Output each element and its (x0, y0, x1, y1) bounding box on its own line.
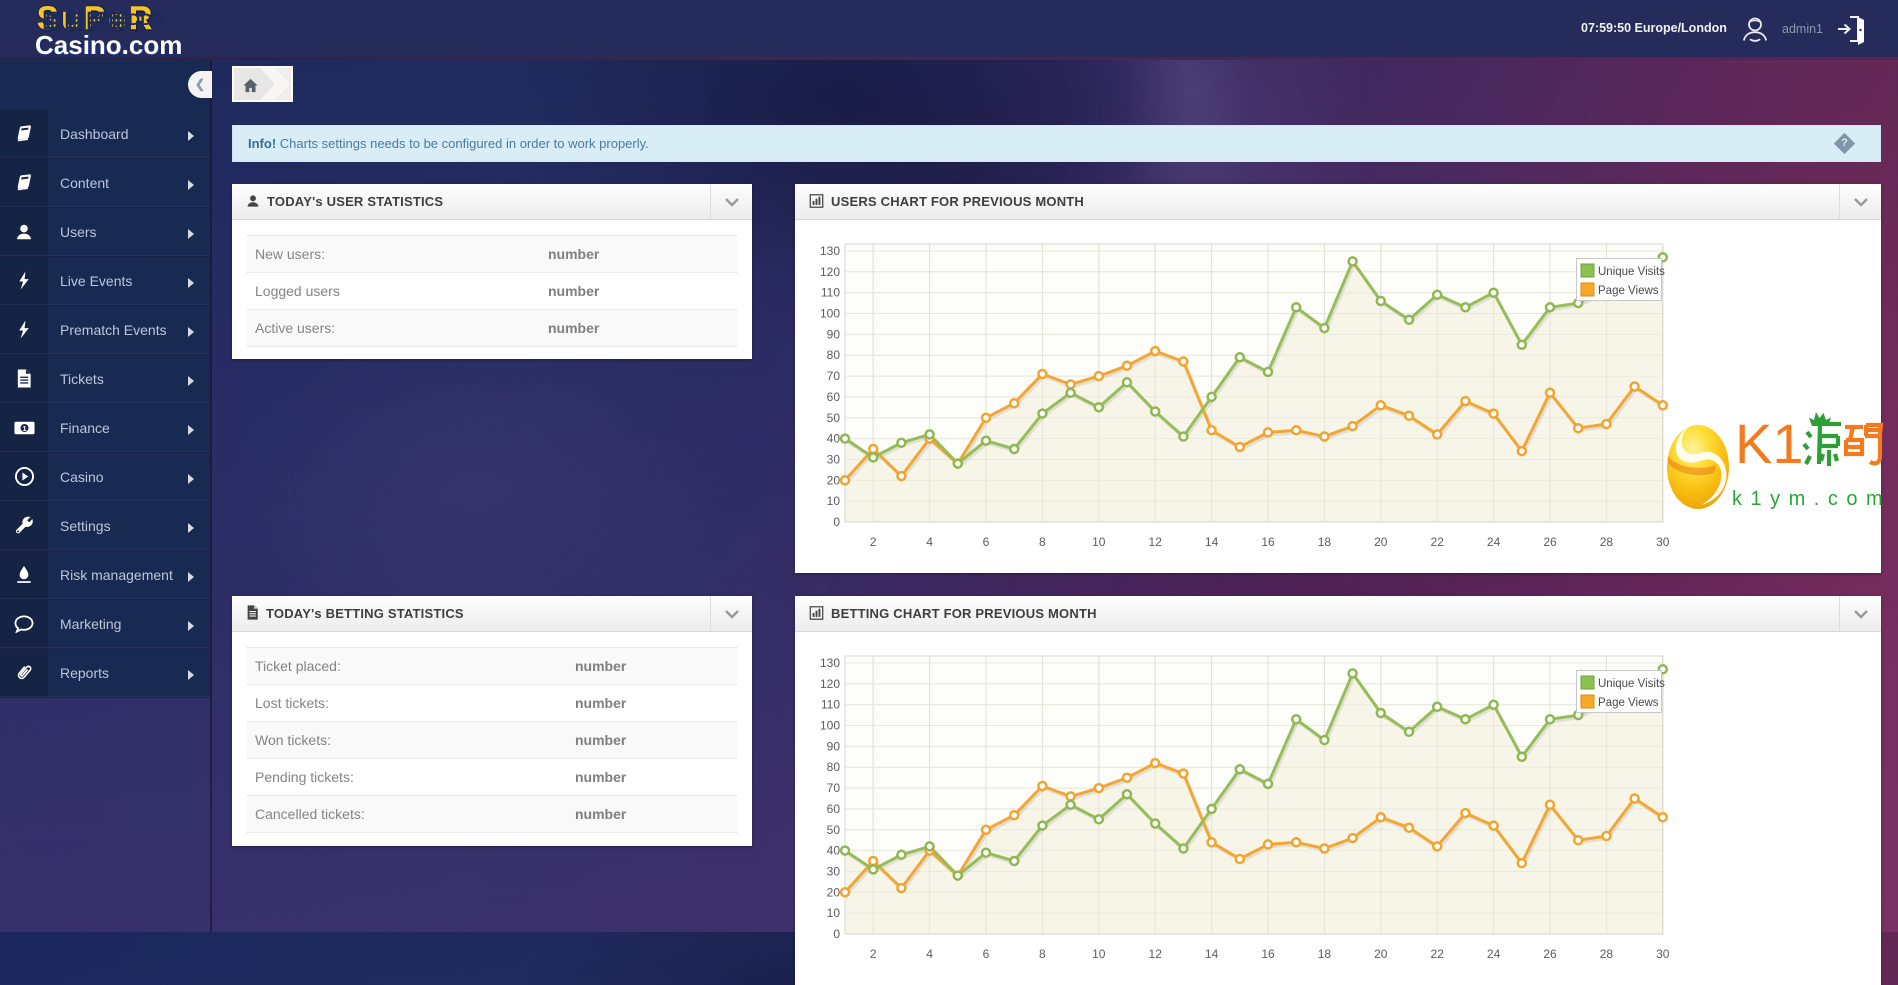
svg-text:40: 40 (827, 432, 841, 446)
svg-text:16: 16 (1261, 535, 1275, 549)
svg-text:30: 30 (827, 453, 841, 467)
svg-text:24: 24 (1487, 947, 1501, 961)
svg-text:50: 50 (827, 823, 841, 837)
svg-text:6: 6 (983, 947, 990, 961)
svg-text:Unique Visits: Unique Visits (1598, 266, 1665, 278)
svg-text:1: 1 (22, 423, 27, 432)
svg-text:0: 0 (833, 515, 840, 529)
svg-text:10: 10 (827, 906, 841, 920)
svg-text:20: 20 (1374, 947, 1388, 961)
svg-text:20: 20 (827, 473, 841, 487)
svg-text:18: 18 (1318, 535, 1332, 549)
svg-text:130: 130 (820, 244, 840, 258)
svg-text:18: 18 (1318, 947, 1332, 961)
svg-text:14: 14 (1205, 535, 1219, 549)
svg-text:26: 26 (1543, 535, 1557, 549)
svg-text:40: 40 (827, 844, 841, 858)
svg-text:8: 8 (1039, 947, 1046, 961)
svg-text:90: 90 (827, 327, 841, 341)
svg-text:22: 22 (1431, 535, 1445, 549)
svg-text:110: 110 (821, 698, 840, 712)
svg-text:130: 130 (820, 656, 840, 670)
svg-text:20: 20 (1374, 535, 1388, 549)
svg-text:30: 30 (1656, 535, 1670, 549)
svg-text:100: 100 (820, 719, 840, 733)
svg-text:60: 60 (827, 390, 841, 404)
svg-text:0: 0 (833, 927, 840, 941)
svg-text:120: 120 (820, 265, 840, 279)
svg-text:12: 12 (1149, 947, 1163, 961)
svg-text:28: 28 (1600, 947, 1614, 961)
svg-text:2: 2 (870, 947, 877, 961)
svg-text:10: 10 (1092, 947, 1106, 961)
svg-text:26: 26 (1543, 947, 1557, 961)
svg-text:Unique Visits: Unique Visits (1598, 678, 1665, 690)
svg-text:24: 24 (1487, 535, 1501, 549)
svg-text:10: 10 (1092, 535, 1106, 549)
svg-text:2: 2 (870, 535, 877, 549)
svg-text:110: 110 (821, 286, 840, 300)
svg-text:6: 6 (983, 535, 990, 549)
svg-text:70: 70 (827, 369, 841, 383)
svg-text:30: 30 (827, 865, 841, 879)
svg-text:K1: K1 (1735, 412, 1804, 475)
svg-text:70: 70 (827, 781, 841, 795)
svg-text:80: 80 (827, 348, 841, 362)
svg-text:20: 20 (827, 885, 841, 899)
svg-text:4: 4 (926, 535, 933, 549)
svg-text:8: 8 (1039, 535, 1046, 549)
svg-text:30: 30 (1656, 947, 1670, 961)
svg-text:12: 12 (1149, 535, 1163, 549)
svg-text:60: 60 (827, 802, 841, 816)
svg-text:16: 16 (1261, 947, 1275, 961)
svg-text:50: 50 (827, 411, 841, 425)
svg-text:90: 90 (827, 739, 841, 753)
svg-text:Page Views: Page Views (1598, 697, 1659, 709)
svg-text:Page Views: Page Views (1598, 285, 1659, 297)
svg-text:80: 80 (827, 760, 841, 774)
svg-text:k1ym.com: k1ym.com (1732, 488, 1888, 510)
svg-text:10: 10 (827, 494, 841, 508)
svg-text:120: 120 (820, 677, 840, 691)
svg-text:22: 22 (1431, 947, 1445, 961)
svg-text:4: 4 (926, 947, 933, 961)
svg-text:14: 14 (1205, 947, 1219, 961)
svg-text:28: 28 (1600, 535, 1614, 549)
svg-text:100: 100 (820, 307, 840, 321)
